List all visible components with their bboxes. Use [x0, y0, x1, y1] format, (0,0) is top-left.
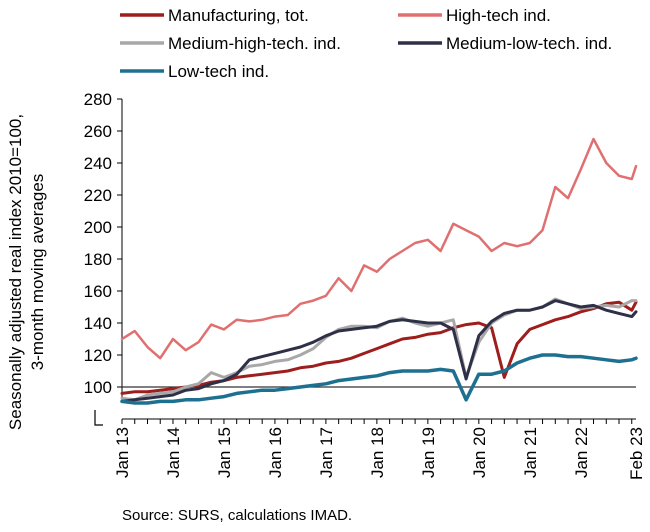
y-tick-label: 200 — [84, 218, 112, 237]
y-axis-label: Seasonally adjusted real index 2010=100,… — [6, 114, 47, 430]
y-tick-label: 160 — [84, 282, 112, 301]
y-tick-label: 120 — [84, 346, 112, 365]
y-axis-break-mark — [94, 410, 103, 426]
x-tick-label: Jan 19 — [419, 427, 438, 478]
y-tick-label: 280 — [84, 90, 112, 109]
y-tick-label: 180 — [84, 250, 112, 269]
x-tick-label: Jan 21 — [521, 427, 540, 478]
series-line-medium-low-tech-ind — [120, 299, 638, 403]
y-axis: 100 120 140 160 180 200 220 240 260 280 — [84, 90, 123, 426]
x-tick-label: Jan 13 — [113, 427, 132, 478]
x-tick-label: Jan 15 — [215, 427, 234, 478]
x-tick-label: Jan 20 — [470, 427, 489, 478]
x-tick-label: Jan 16 — [266, 427, 285, 478]
x-tick-label: Jan 17 — [317, 427, 336, 478]
legend-label-low-tech-ind: Low-tech ind. — [168, 62, 269, 81]
series-line-manufacturing-tot — [120, 300, 638, 395]
series-line-high-tech-ind — [120, 137, 638, 360]
y-tick-label: 240 — [84, 154, 112, 173]
series-line-low-tech-ind — [120, 353, 638, 405]
legend-label-high-tech-ind: High-tech ind. — [446, 6, 551, 25]
legend-label-medium-low-tech-ind: Medium-low-tech. ind. — [446, 34, 612, 53]
chart-legend: Manufacturing, tot. High-tech ind. Medium-… — [120, 6, 612, 81]
y-tick-label: 140 — [84, 314, 112, 333]
y-tick-label: 100 — [84, 378, 112, 397]
y-axis-label-line: 3-month moving averages — [28, 174, 47, 371]
source-note: Source: SURS, calculations IMAD. — [122, 507, 353, 524]
legend-label-medium-high-tech-ind: Medium-high-tech. ind. — [168, 34, 341, 53]
x-tick-label: Jan 14 — [164, 427, 183, 478]
legend-label-manufacturing-tot: Manufacturing, tot. — [168, 6, 309, 25]
x-tick-label: Feb 23 — [627, 427, 646, 480]
y-tick-label: 220 — [84, 186, 112, 205]
y-axis-label-line: Seasonally adjusted real index 2010=100, — [6, 114, 25, 430]
y-tick-label: 260 — [84, 122, 112, 141]
x-tick-label: Jan 22 — [572, 427, 591, 478]
chart-lines — [120, 137, 638, 405]
x-tick-label: Jan 18 — [368, 427, 387, 478]
x-axis: Jan 13 Jan 14 Jan 15 Jan 16 Jan 17 Jan 18 Jan … — [113, 418, 646, 480]
